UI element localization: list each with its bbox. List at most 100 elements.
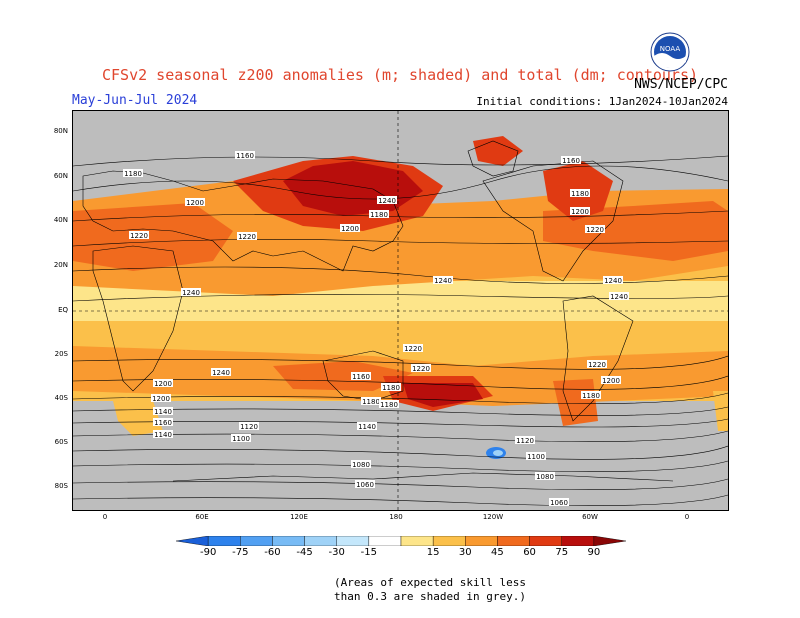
contour-label: 1100 bbox=[231, 434, 251, 443]
longitude-label: 60W bbox=[582, 513, 598, 521]
contour bbox=[73, 406, 728, 416]
svg-text:1120: 1120 bbox=[516, 437, 534, 445]
contour-labels: 1160 1180 1200 1220 1240 1180 1200 1220 1160 1180… bbox=[123, 151, 629, 507]
svg-text:1140: 1140 bbox=[154, 408, 172, 416]
contour-label: 1240 bbox=[609, 292, 629, 301]
latitude-label: 20N bbox=[53, 261, 68, 269]
svg-text:1080: 1080 bbox=[536, 473, 554, 481]
svg-text:1240: 1240 bbox=[610, 293, 628, 301]
contour-label: 1220 bbox=[411, 364, 431, 373]
svg-text:1080: 1080 bbox=[352, 461, 370, 469]
svg-text:1100: 1100 bbox=[527, 453, 545, 461]
south-pacific-anomaly-inner bbox=[403, 383, 483, 407]
colorbar-swatch bbox=[529, 536, 562, 546]
colorbar-swatch bbox=[240, 536, 273, 546]
colorbar-swatch bbox=[272, 536, 305, 546]
contour bbox=[73, 430, 728, 442]
contour bbox=[73, 494, 728, 506]
colorbar bbox=[176, 536, 626, 546]
svg-text:1060: 1060 bbox=[356, 481, 374, 489]
coastlines bbox=[82, 140, 674, 482]
contour-label: 1140 bbox=[153, 430, 173, 439]
latitude-label: 20S bbox=[54, 350, 68, 358]
contour bbox=[73, 375, 728, 390]
svg-text:1200: 1200 bbox=[341, 225, 359, 233]
colorbar-swatch bbox=[561, 536, 595, 546]
colorbar-swatch bbox=[304, 536, 337, 546]
contour bbox=[73, 239, 728, 247]
contour-label: 1200 bbox=[340, 224, 360, 233]
svg-text:1120: 1120 bbox=[240, 423, 258, 431]
svg-text:1200: 1200 bbox=[602, 377, 620, 385]
svg-text:1160: 1160 bbox=[352, 373, 370, 381]
contour-label: 1160 bbox=[235, 151, 255, 160]
contour-label: 1220 bbox=[403, 344, 423, 353]
svg-text:1240: 1240 bbox=[604, 277, 622, 285]
africa-outline bbox=[92, 245, 184, 392]
latitude-label: 40S bbox=[54, 394, 68, 402]
contour-label: 1220 bbox=[587, 360, 607, 369]
svg-text:1240: 1240 bbox=[434, 277, 452, 285]
colorbar-label: -15 bbox=[360, 547, 378, 558]
contour-label: 1200 bbox=[601, 376, 621, 385]
svg-text:1180: 1180 bbox=[124, 170, 142, 178]
latitude-label: 60N bbox=[53, 172, 68, 180]
longitude-label: 0 bbox=[102, 513, 108, 521]
skill-note-line1: (Areas of expected skill less bbox=[333, 576, 527, 589]
svg-text:1060: 1060 bbox=[550, 499, 568, 507]
contour-label: 1080 bbox=[351, 460, 371, 469]
svg-text:1220: 1220 bbox=[588, 361, 606, 369]
colorbar-label: -75 bbox=[232, 547, 249, 558]
contour-label: 1200 bbox=[185, 198, 205, 207]
contour bbox=[73, 445, 728, 460]
south-america-anomaly bbox=[553, 379, 598, 426]
svg-text:1140: 1140 bbox=[154, 431, 172, 439]
colorbar-swatch bbox=[176, 536, 209, 546]
far-east-south-anomaly bbox=[713, 391, 728, 431]
svg-text:1100: 1100 bbox=[232, 435, 250, 443]
contour-label: 1240 bbox=[211, 368, 231, 377]
colorbar-label: -90 bbox=[199, 547, 217, 558]
eurasia-outline bbox=[82, 170, 404, 272]
contour-label: 1180 bbox=[379, 400, 399, 409]
colorbar-swatch bbox=[368, 536, 402, 546]
colorbar-swatch bbox=[593, 536, 626, 546]
svg-text:1160: 1160 bbox=[236, 152, 254, 160]
contour-label: 1200 bbox=[151, 394, 171, 403]
latitude-label: 80S bbox=[54, 482, 68, 490]
south-america-outline bbox=[562, 295, 634, 422]
contour-label: 1080 bbox=[535, 472, 555, 481]
negative-anomaly-core bbox=[493, 450, 503, 456]
contour-label: 1160 bbox=[561, 156, 581, 165]
contour bbox=[73, 392, 728, 404]
svg-text:1200: 1200 bbox=[152, 395, 170, 403]
colorbar-label: 75 bbox=[555, 547, 569, 558]
longitude-label: 120W bbox=[482, 513, 504, 521]
south-indian-anomaly bbox=[273, 361, 413, 391]
contour-label: 1120 bbox=[515, 436, 535, 445]
contour-label: 1100 bbox=[526, 452, 546, 461]
svg-text:1180: 1180 bbox=[362, 398, 380, 406]
svg-text:1160: 1160 bbox=[154, 419, 172, 427]
height-contours bbox=[73, 155, 728, 506]
contour bbox=[73, 155, 728, 167]
contour bbox=[73, 294, 728, 302]
map-title: CFSv2 seasonal z200 anomalies (m; shaded… bbox=[101, 66, 699, 84]
contour-label: 1240 bbox=[433, 276, 453, 285]
svg-text:1220: 1220 bbox=[586, 226, 604, 234]
colorbar-swatch bbox=[207, 536, 241, 546]
contour-label: 1180 bbox=[369, 210, 389, 219]
greenland-outline bbox=[467, 140, 519, 177]
initial-conditions: Initial conditions: 1Jan2024-10Jan2024 bbox=[476, 95, 728, 108]
colorbar-swatch bbox=[432, 536, 466, 546]
contour-label: 1180 bbox=[123, 169, 143, 178]
forecast-period: May-Jun-Jul 2024 bbox=[72, 93, 198, 108]
svg-text:1240: 1240 bbox=[212, 369, 230, 377]
colorbar-swatch bbox=[336, 536, 370, 546]
contour bbox=[73, 418, 728, 428]
contour-label: 1160 bbox=[153, 418, 173, 427]
contour bbox=[73, 266, 728, 284]
contour-label: 1200 bbox=[570, 207, 590, 216]
colorbar-label: 15 bbox=[426, 547, 440, 558]
svg-text:1180: 1180 bbox=[382, 384, 400, 392]
